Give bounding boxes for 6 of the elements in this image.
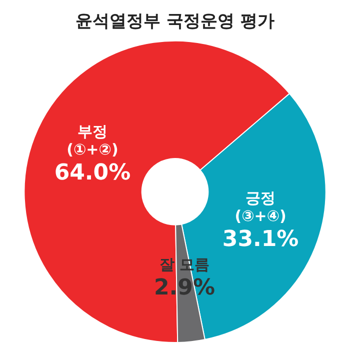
slice-label: 부정 (①+②) — [66, 122, 118, 158]
slice-label: 긍정 (③+④) — [234, 189, 286, 226]
data-label: 2.9% — [154, 275, 215, 300]
chart-title: 윤석열정부 국정운영 평가 — [76, 12, 274, 32]
data-label: 33.1% — [222, 226, 299, 252]
data-label: 64.0% — [54, 160, 131, 186]
